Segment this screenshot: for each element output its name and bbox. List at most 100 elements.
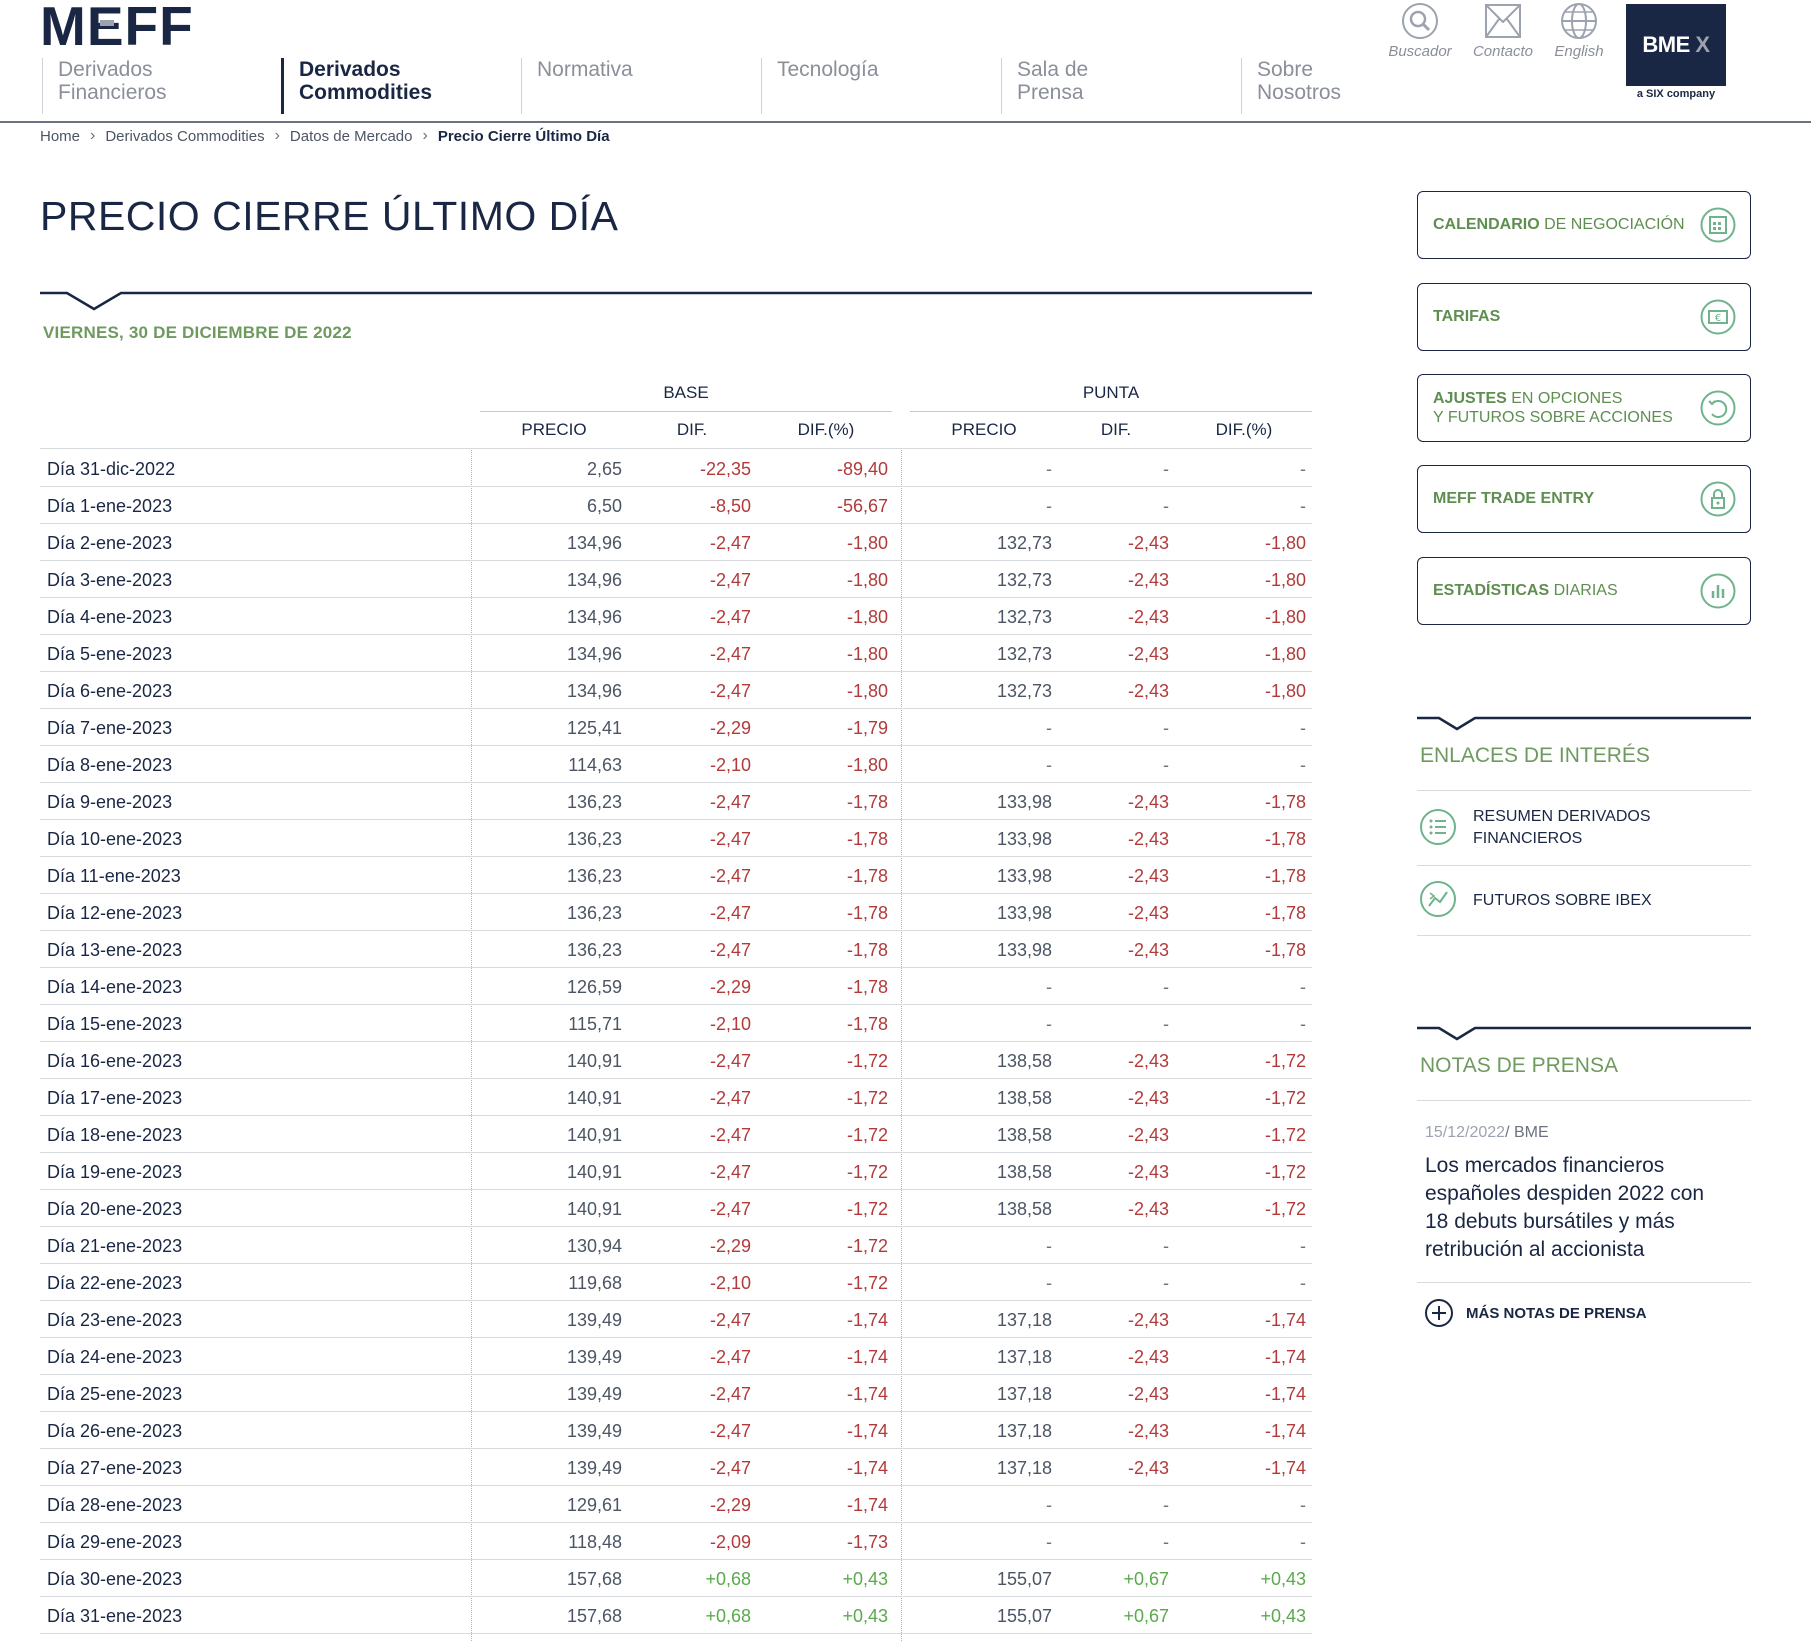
value-cell: -1,78 xyxy=(1264,829,1306,849)
more-press-button[interactable]: MÁS NOTAS DE PRENSA xyxy=(1424,1298,1647,1328)
breadcrumb-datos-de-mercado[interactable]: Datos de Mercado xyxy=(289,127,413,145)
row-divider xyxy=(40,560,1312,561)
value-cell: 134,96 xyxy=(566,607,622,627)
value-cell: -2,43 xyxy=(1127,681,1169,701)
svg-text:MEFF: MEFF xyxy=(40,0,194,48)
nav-label: Commodities xyxy=(299,81,433,104)
date-cell: Día 16-ene-2023 xyxy=(47,1051,183,1071)
breadcrumb: Home › Derivados Commodities › Datos de … xyxy=(40,127,610,145)
row-divider xyxy=(40,671,1312,672)
lock-icon xyxy=(1700,481,1736,517)
value-cell: 137,18 xyxy=(996,1384,1052,1404)
value-cell: 138,58 xyxy=(996,1125,1052,1145)
row-divider xyxy=(40,856,1312,857)
value-cell: -1,72 xyxy=(846,1273,888,1293)
list-icon xyxy=(1420,809,1456,845)
value-cell: -1,78 xyxy=(846,977,888,997)
value-cell: 137,18 xyxy=(996,1310,1052,1330)
row-divider xyxy=(40,1596,1312,1597)
nav-tecnologia[interactable]: Tecnología xyxy=(761,58,1001,114)
nav-normativa[interactable]: Normativa xyxy=(521,58,761,114)
row-divider xyxy=(40,523,1312,524)
value-cell: -1,78 xyxy=(1264,866,1306,886)
value-cell: -2,29 xyxy=(709,977,751,997)
date-cell: Día 11-ene-2023 xyxy=(47,866,181,886)
value-cell: 6,50 xyxy=(586,496,622,516)
row-divider xyxy=(40,1559,1312,1560)
value-cell: 136,23 xyxy=(566,829,622,849)
value-cell: - xyxy=(1046,1236,1052,1256)
date-cell: Día 10-ene-2023 xyxy=(47,829,183,849)
nav-label: Sobre xyxy=(1257,58,1314,81)
date-cell: Día 12-ene-2023 xyxy=(47,903,183,923)
column-header: PRECIO xyxy=(521,420,587,439)
headline-line: retribución al accionista xyxy=(1425,1238,1645,1261)
sidebar-button-3[interactable]: AJUSTES EN OPCIONES Y FUTUROS SOBRE ACCIO… xyxy=(1417,374,1751,442)
value-cell: -56,67 xyxy=(836,496,888,516)
row-divider xyxy=(40,819,1312,820)
sidebar-button-2[interactable]: TARIFAS € xyxy=(1417,283,1751,351)
value-cell: -2,43 xyxy=(1127,570,1169,590)
value-cell: -2,43 xyxy=(1127,1051,1169,1071)
links-section-title: ENLACES DE INTERÉS xyxy=(1420,744,1650,767)
divider xyxy=(1417,865,1751,866)
value-cell: +0,43 xyxy=(1260,1606,1306,1626)
value-cell: 140,91 xyxy=(566,1199,622,1219)
value-cell: 132,73 xyxy=(996,533,1052,553)
value-cell: -89,40 xyxy=(836,459,888,479)
value-cell: +0,68 xyxy=(705,1569,751,1589)
headline-line: españoles despiden 2022 con xyxy=(1425,1182,1705,1205)
value-cell: 125,41 xyxy=(566,718,622,738)
link-futuros-ibex[interactable] xyxy=(1417,872,1751,932)
value-cell: -1,72 xyxy=(1264,1051,1306,1071)
value-cell: -2,43 xyxy=(1127,1458,1169,1478)
value-cell: 133,98 xyxy=(996,903,1052,923)
breadcrumb-home[interactable]: Home xyxy=(40,127,81,145)
nav-derivados-commodities[interactable]: Derivados Commodities xyxy=(281,58,521,114)
press-source: / BME xyxy=(1505,1124,1549,1141)
row-divider xyxy=(40,1189,1312,1190)
nav-derivados-financieros[interactable]: Derivados Financieros xyxy=(42,58,282,114)
label-bold: TARIFAS xyxy=(1433,308,1501,325)
value-cell: -1,80 xyxy=(846,570,888,590)
search-button[interactable]: Buscador xyxy=(1385,2,1455,60)
section-divider xyxy=(1417,1026,1751,1041)
link-resumen-derivados[interactable] xyxy=(1417,800,1751,864)
value-cell: -1,78 xyxy=(846,866,888,886)
value-cell: - xyxy=(1163,496,1169,516)
press-date: 15/12/2022 xyxy=(1425,1124,1506,1141)
label-bold: ESTADÍSTICAS xyxy=(1433,582,1550,599)
value-cell: - xyxy=(1046,1532,1052,1552)
value-cell: -1,78 xyxy=(846,829,888,849)
press-headline[interactable]: Los mercados financieros españoles despi… xyxy=(1425,1152,1704,1264)
sidebar-button-4[interactable]: MEFF TRADE ENTRY xyxy=(1417,465,1751,533)
contact-button[interactable]: Contacto xyxy=(1468,2,1538,60)
bme-logo[interactable] xyxy=(1626,4,1726,86)
sidebar-button-1[interactable]: CALENDARIO DE NEGOCIACIÓN xyxy=(1417,191,1751,259)
search-label: Buscador xyxy=(1388,43,1452,60)
value-cell: - xyxy=(1300,718,1306,738)
value-cell: -2,43 xyxy=(1127,1347,1169,1367)
sidebar-button-5[interactable]: ESTADÍSTICAS DIARIAS xyxy=(1417,557,1751,625)
value-cell: -1,74 xyxy=(1264,1310,1306,1330)
value-cell: -2,29 xyxy=(709,718,751,738)
nav-sobre-nosotros[interactable]: Sobre Nosotros xyxy=(1241,58,1381,114)
value-cell: -2,43 xyxy=(1127,1199,1169,1219)
nav-sala-de-prensa[interactable]: Sala de Prensa xyxy=(1001,58,1241,114)
value-cell: -1,74 xyxy=(1264,1421,1306,1441)
language-button[interactable]: English xyxy=(1544,2,1614,60)
value-cell: -2,47 xyxy=(709,1458,751,1478)
breadcrumb-derivados-commodities[interactable]: Derivados Commodities xyxy=(105,127,265,145)
euro-icon: € xyxy=(1700,299,1736,335)
sidebar-button-label: ESTADÍSTICAS DIARIAS xyxy=(1433,581,1618,600)
value-cell: - xyxy=(1300,1495,1306,1515)
meff-logo[interactable]: MEFF xyxy=(40,0,195,57)
value-cell: -2,47 xyxy=(709,533,751,553)
value-cell: - xyxy=(1046,459,1052,479)
date-cell: Día 18-ene-2023 xyxy=(47,1125,183,1145)
value-cell: -1,72 xyxy=(846,1199,888,1219)
nav-label: Derivados xyxy=(58,58,153,81)
column-separator xyxy=(471,450,473,1641)
value-cell: -2,43 xyxy=(1127,644,1169,664)
